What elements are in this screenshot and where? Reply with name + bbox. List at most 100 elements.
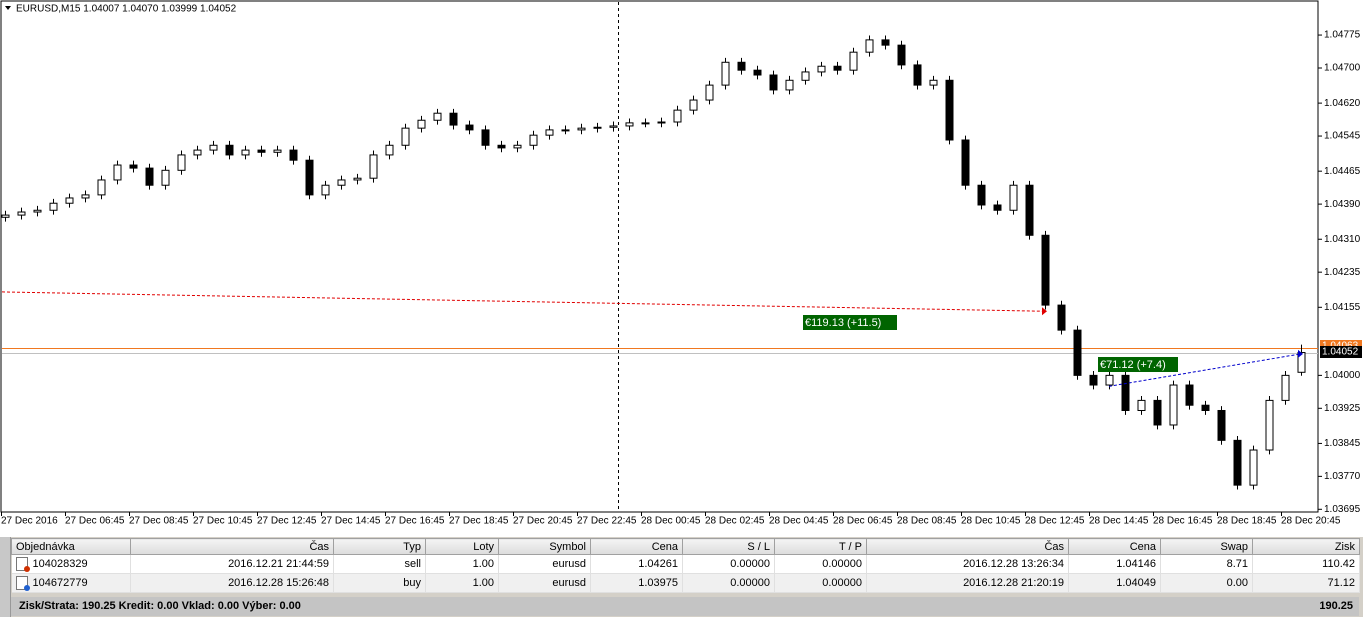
trade-label-bg <box>803 315 897 330</box>
y-tick-label: 1.04000 <box>1324 370 1361 381</box>
cell-text: 104672779 <box>32 576 88 589</box>
column-header-text: Čas <box>1044 540 1064 553</box>
candle-body <box>289 149 298 161</box>
x-tick-label: 27 Dec 18:45 <box>449 516 509 527</box>
cell-text: 71.12 <box>1327 577 1355 589</box>
cell: 104672779 <box>11 573 131 593</box>
x-tick-label: 28 Dec 08:45 <box>897 516 957 527</box>
candle-body <box>369 154 378 179</box>
candle-body <box>1137 399 1146 411</box>
x-tick-label: 28 Dec 02:45 <box>705 516 765 527</box>
candle-body <box>801 71 810 81</box>
cell: 0.00000 <box>682 573 775 593</box>
y-tick-label: 1.04545 <box>1324 131 1361 142</box>
candle-body <box>97 179 106 196</box>
column-header-text: Cena <box>651 540 678 553</box>
column-header-text: Loty <box>473 540 494 553</box>
x-tick-label: 27 Dec 20:45 <box>513 516 573 527</box>
cell: eurusd <box>498 573 591 593</box>
candle-body <box>81 194 90 199</box>
x-tick-label: 27 Dec 08:45 <box>129 516 189 527</box>
candle-body <box>609 125 618 128</box>
column-header[interactable]: Typ <box>333 538 426 555</box>
cell-text: 0.00000 <box>730 577 770 589</box>
candle-body <box>977 184 986 206</box>
column-header[interactable]: Cena <box>1068 538 1161 555</box>
candle-body <box>705 84 714 101</box>
menu-arrow[interactable] <box>5 6 11 10</box>
column-header[interactable]: Swap <box>1160 538 1253 555</box>
column-header[interactable]: T / P <box>774 538 867 555</box>
trade-row[interactable]: 104672779 2016.12.28 15:26:48 buy 1.00 eurus… <box>11 573 1360 593</box>
column-header-text: T / P <box>838 540 862 553</box>
column-header[interactable]: S / L <box>682 538 775 555</box>
cell-text: 1.04049 <box>1116 577 1156 589</box>
candle-body <box>145 167 154 186</box>
candle-body <box>785 79 794 91</box>
column-header[interactable]: Čas <box>130 538 334 555</box>
column-header[interactable]: Symbol <box>498 538 591 555</box>
cell-text: buy <box>403 577 421 589</box>
column-header[interactable]: Objednávka <box>11 538 131 555</box>
cell-text: 1.00 <box>472 577 494 589</box>
x-tick-label: 28 Dec 14:45 <box>1089 516 1149 527</box>
trade-line <box>1108 353 1302 387</box>
candle-body <box>385 144 394 156</box>
candle-body <box>1265 399 1274 451</box>
column-header[interactable]: Cena <box>590 538 683 555</box>
column-header-text: Typ <box>403 540 421 553</box>
candle-body <box>49 202 58 211</box>
cell: 71.12 <box>1252 573 1360 593</box>
x-tick-label: 27 Dec 06:45 <box>65 516 125 527</box>
bid-tag-label: 1.04052 <box>1322 347 1359 358</box>
candle-body <box>129 164 138 169</box>
y-tick-label: 1.03845 <box>1324 438 1361 449</box>
candle-body <box>849 51 858 71</box>
y-tick-label: 1.04700 <box>1324 63 1361 74</box>
column-header-text: Čas <box>309 540 329 553</box>
footer: Zisk/Strata: 190.25 Kredit: 0.00 Vklad: … <box>11 597 1359 616</box>
x-tick-label: 28 Dec 00:45 <box>641 516 701 527</box>
plot-frame <box>0 0 1319 513</box>
cell: eurusd <box>498 554 591 574</box>
candle-body <box>1057 304 1066 331</box>
column-header[interactable]: Čas <box>866 538 1069 555</box>
candle-body <box>929 79 938 86</box>
candle-body <box>401 127 410 146</box>
order-icon <box>15 557 30 572</box>
cell: 104028329 <box>11 554 131 574</box>
x-tick-label: 28 Dec 20:45 <box>1281 516 1341 527</box>
candle-body <box>737 61 746 71</box>
column-header[interactable]: Loty <box>425 538 499 555</box>
cell-text: 1.04261 <box>638 558 678 570</box>
cell: 0.00000 <box>682 554 775 574</box>
trade-row[interactable]: 104028329 2016.12.21 21:44:59 sell 1.00 euru… <box>11 554 1360 574</box>
candle-body <box>833 65 842 71</box>
candle-body <box>1105 374 1114 386</box>
x-tick-label: 27 Dec 2016 <box>1 516 58 527</box>
y-tick-label: 1.04310 <box>1324 234 1361 245</box>
candle-body <box>353 177 362 181</box>
cell: 8.71 <box>1160 554 1253 574</box>
candle-body <box>753 69 762 76</box>
candle-body <box>1297 352 1306 373</box>
candle-body <box>593 126 602 129</box>
cell: 2016.12.28 15:26:48 <box>130 573 334 593</box>
order-icon <box>15 576 30 591</box>
cell-text: 0.00000 <box>822 558 862 570</box>
candle-body <box>1041 234 1050 306</box>
summary: Zisk/Strata: 190.25 Kredit: 0.00 Vklad: … <box>19 600 301 612</box>
cell-text: eurusd <box>552 577 586 589</box>
trade-label: €71.12 (+7.4) <box>1100 359 1166 371</box>
candle-body <box>225 144 234 156</box>
cell: 0.00000 <box>774 554 867 574</box>
cell-text: 0.00 <box>1226 577 1248 589</box>
cell-text: 0.00000 <box>730 558 770 570</box>
candle-body <box>257 149 266 153</box>
cell-text: 110.42 <box>1322 558 1355 570</box>
column-header-text: Swap <box>1220 540 1248 553</box>
candle-body <box>721 61 730 86</box>
cell: 2016.12.28 21:20:19 <box>866 573 1069 593</box>
column-header[interactable]: Zisk <box>1252 538 1360 555</box>
y-tick-label: 1.04775 <box>1324 30 1361 41</box>
